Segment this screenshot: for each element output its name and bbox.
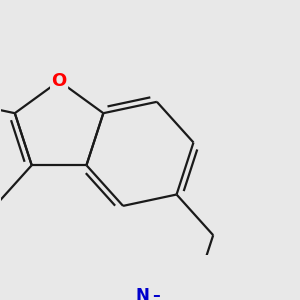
Text: –: – [152,288,160,300]
Text: O: O [52,72,67,90]
Text: N: N [136,286,150,300]
